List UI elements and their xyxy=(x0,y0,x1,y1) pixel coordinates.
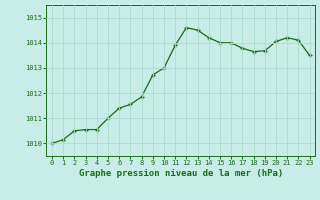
X-axis label: Graphe pression niveau de la mer (hPa): Graphe pression niveau de la mer (hPa) xyxy=(79,169,283,178)
